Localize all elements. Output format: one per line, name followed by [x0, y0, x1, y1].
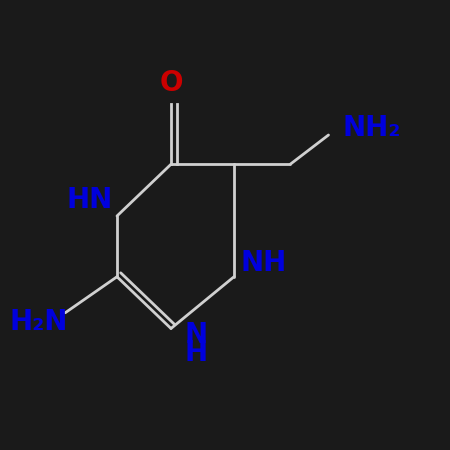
Text: HN: HN — [67, 186, 113, 214]
Text: H₂N: H₂N — [9, 308, 68, 336]
Text: O: O — [159, 69, 183, 97]
Text: N: N — [184, 321, 207, 349]
Text: H: H — [184, 339, 207, 367]
Text: NH: NH — [240, 249, 286, 277]
Text: NH₂: NH₂ — [342, 114, 400, 142]
